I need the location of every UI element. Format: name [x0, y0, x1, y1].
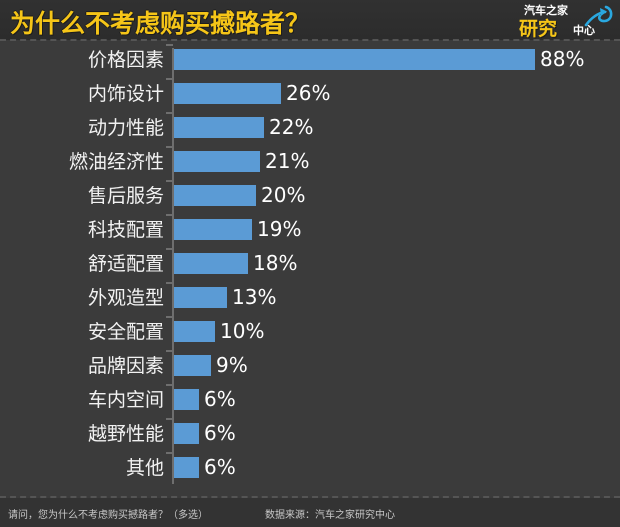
bar-value-label: 13%: [232, 285, 277, 309]
bar-value-label: 6%: [204, 455, 236, 479]
bar-row: 安全配置 10%: [0, 316, 620, 350]
bar-value-label: 22%: [269, 115, 314, 139]
footer-divider: [0, 496, 620, 498]
category-label: 安全配置: [87, 321, 164, 343]
bar-row: 品牌因素 9%: [0, 350, 620, 384]
bar-value-label: 26%: [286, 81, 331, 105]
swoosh-arrow-icon: [584, 5, 613, 27]
bar-row: 燃油经济性 21%: [0, 146, 620, 180]
category-label: 其他: [125, 457, 164, 479]
bar: [174, 83, 281, 104]
bar-value-label: 21%: [265, 149, 310, 173]
header-bar: 为什么不考虑购买撼路者？ 汽车之家 研究 中心: [0, 0, 620, 40]
bar-value-label: 18%: [253, 251, 298, 275]
bar-value-label: 20%: [261, 183, 306, 207]
logo-sub-text: 中心: [573, 24, 595, 37]
axis-tick: [166, 384, 173, 386]
bar-value-label: 6%: [204, 421, 236, 445]
category-label: 车内空间: [87, 389, 164, 411]
header-divider: [0, 39, 620, 41]
bar: [174, 49, 535, 70]
bar-row: 售后服务 20%: [0, 180, 620, 214]
axis-tick: [166, 180, 173, 182]
bar: [174, 117, 264, 138]
axis-tick: [166, 248, 173, 250]
bar-row: 科技配置 19%: [0, 214, 620, 248]
bar-row: 价格因素 88%: [0, 44, 620, 78]
category-label: 内饰设计: [87, 83, 164, 105]
bar: [174, 389, 199, 410]
axis-tick: [166, 44, 173, 46]
axis-tick: [166, 112, 173, 114]
category-label: 售后服务: [87, 185, 164, 207]
bar: [174, 423, 199, 444]
bar-value-label: 9%: [216, 353, 248, 377]
bar-row: 其他 6%: [0, 452, 620, 486]
survey-question: 请问，您为什么不考虑购买撼路者？（多选）: [8, 510, 208, 521]
bar-value-label: 88%: [540, 47, 585, 71]
bar-row: 车内空间 6%: [0, 384, 620, 418]
category-label: 舒适配置: [87, 253, 164, 275]
category-label: 动力性能: [87, 117, 164, 139]
bar: [174, 253, 248, 274]
axis-tick: [166, 418, 173, 420]
bar-value-label: 10%: [220, 319, 265, 343]
bar-row: 越野性能 6%: [0, 418, 620, 452]
data-source: 数据来源：汽车之家研究中心: [265, 510, 395, 521]
category-label: 燃油经济性: [68, 151, 164, 173]
bar: [174, 321, 215, 342]
bar-value-label: 6%: [204, 387, 236, 411]
bar-chart: 价格因素 88% 内饰设计 26% 动力性能 22% 燃油经济性 21% 售后服务 20% 科技配置…: [0, 44, 620, 494]
bar: [174, 219, 252, 240]
bar-row: 内饰设计 26%: [0, 78, 620, 112]
axis-tick: [166, 146, 173, 148]
category-label: 品牌因素: [87, 355, 164, 377]
category-label: 外观造型: [87, 287, 164, 309]
bar: [174, 287, 227, 308]
axis-tick: [166, 350, 173, 352]
category-label: 科技配置: [87, 219, 164, 241]
bar-row: 舒适配置 18%: [0, 248, 620, 282]
bar: [174, 457, 199, 478]
bar-row: 外观造型 13%: [0, 282, 620, 316]
logo-top-text: 汽车之家: [524, 4, 568, 17]
footer-bar: 请问，您为什么不考虑购买撼路者？（多选） 数据来源：汽车之家研究中心: [0, 498, 620, 527]
bar: [174, 355, 211, 376]
category-label: 越野性能: [87, 423, 164, 445]
bar: [174, 185, 256, 206]
category-axis-line: [172, 48, 174, 484]
axis-tick: [166, 78, 173, 80]
category-label: 价格因素: [87, 49, 164, 71]
axis-tick: [166, 282, 173, 284]
axis-tick: [166, 452, 173, 454]
logo-main-text: 研究: [519, 18, 558, 40]
axis-tick: [166, 316, 173, 318]
autohome-research-logo: 汽车之家 研究 中心: [518, 2, 614, 40]
bar-row: 动力性能 22%: [0, 112, 620, 146]
axis-tick: [166, 214, 173, 216]
bar-value-label: 19%: [257, 217, 302, 241]
page-title: 为什么不考虑购买撼路者？: [10, 9, 311, 38]
bar: [174, 151, 260, 172]
